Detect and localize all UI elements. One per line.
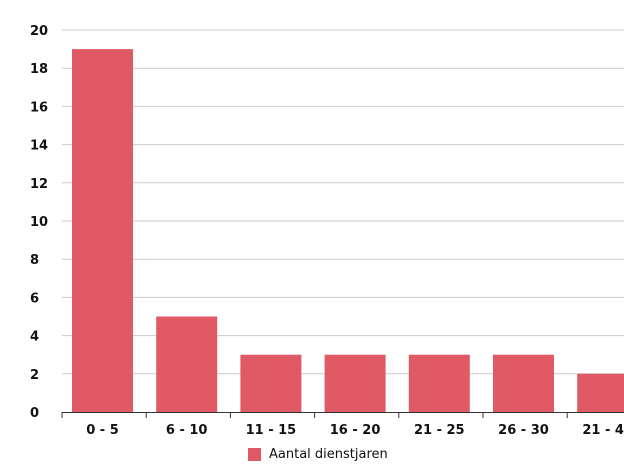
x-tick-label: 21 - 25 (414, 423, 465, 438)
x-tick-label: 16 - 20 (330, 423, 381, 438)
y-tick-label: 4 (30, 330, 39, 345)
y-tick-label: 8 (30, 253, 39, 268)
legend-label: Aantal dienstjaren (269, 447, 388, 462)
x-tick-label: 6 - 10 (166, 423, 208, 438)
bar (493, 354, 554, 412)
y-tick-label: 20 (30, 24, 48, 39)
y-tick-label: 12 (30, 177, 48, 192)
y-tick-label: 14 (30, 139, 48, 154)
y-tick-label: 2 (30, 368, 39, 383)
bar (324, 354, 386, 412)
x-tick-label: 26 - 30 (498, 423, 549, 438)
bar (577, 373, 624, 412)
x-tick-label: 0 - 5 (86, 423, 119, 438)
bar (408, 354, 470, 412)
y-tick-label: 6 (30, 291, 39, 306)
bar (72, 49, 133, 412)
legend: Aantal dienstjaren (248, 447, 388, 462)
y-tick-label: 18 (30, 62, 48, 77)
y-tick-label: 0 (30, 406, 39, 421)
legend-swatch (248, 448, 261, 461)
bar (240, 354, 302, 412)
x-tick-label: 21 - 40 (582, 423, 624, 438)
y-tick-label: 10 (30, 215, 48, 230)
bar-chart: 0 2 4 6 8 10 12 14 16 18 20 0 - 5 6 - 10 11 - 15 16 - … (30, 24, 624, 438)
bar (156, 316, 218, 412)
x-tick-label: 11 - 15 (246, 423, 297, 438)
y-tick-label: 16 (30, 100, 48, 115)
